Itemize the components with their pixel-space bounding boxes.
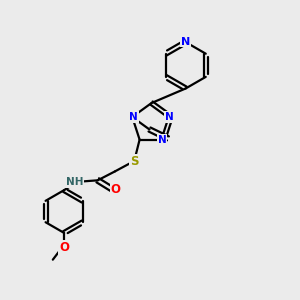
Text: O: O [59, 241, 69, 254]
Text: N: N [165, 112, 174, 122]
Text: O: O [110, 183, 121, 196]
Text: NH: NH [66, 177, 83, 187]
Text: N: N [158, 135, 166, 145]
Text: N: N [129, 112, 138, 122]
Text: N: N [181, 37, 190, 46]
Text: S: S [130, 154, 139, 167]
